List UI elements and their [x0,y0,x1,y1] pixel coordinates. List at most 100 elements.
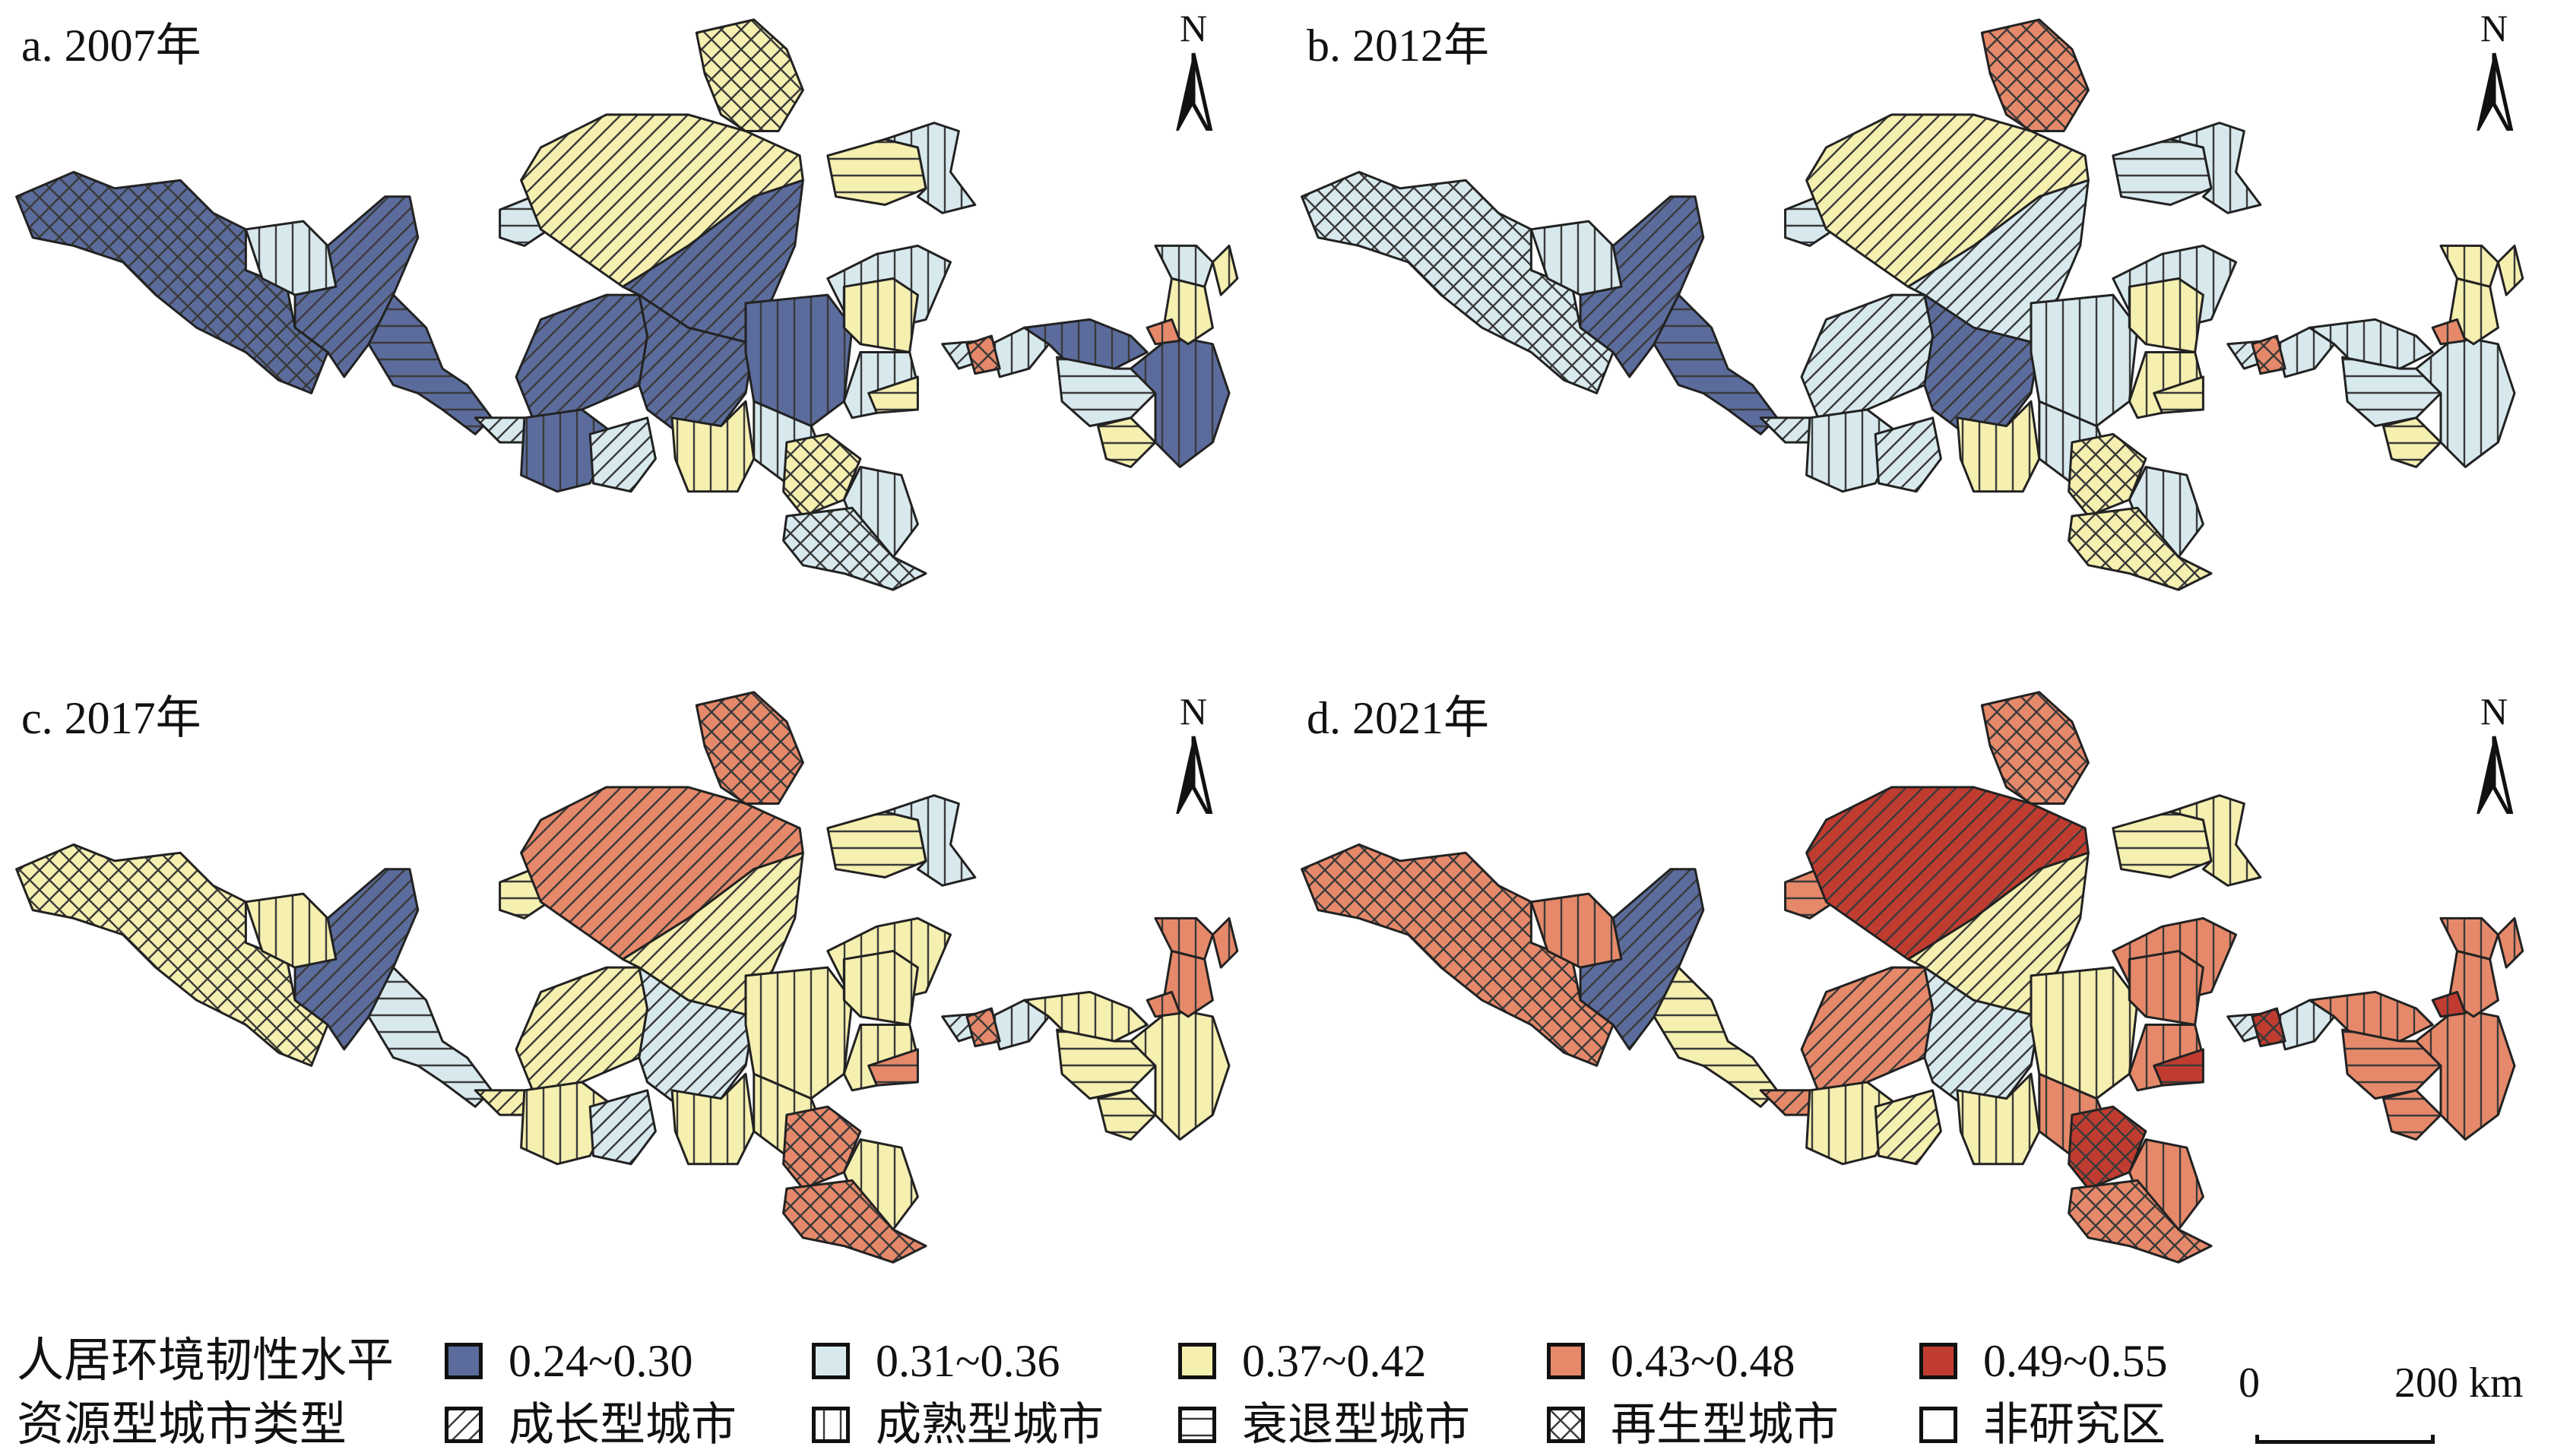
city-region [2275,999,2336,1051]
city-region [2431,318,2467,346]
legend-type-item: 衰退型城市 [1178,1398,1470,1451]
city-region [965,334,1001,375]
city-region [2431,990,2467,1018]
city-region [1980,18,2090,132]
city-region [867,1048,919,1087]
city-region [588,416,657,493]
legend-class-label: 0.43~0.48 [1611,1336,1795,1386]
city-region [515,293,649,419]
city-region [2153,1048,2204,1087]
city-region [1805,408,1901,493]
crosshatch-swatch [1547,1407,1585,1443]
city-region [520,408,616,493]
map-canvas [15,18,1239,591]
city-region [744,966,854,1100]
city-region [2382,1089,2442,1141]
city-region [1023,318,1149,370]
city-region [1146,990,1181,1018]
city-region [1097,1089,1157,1141]
map-canvas [1301,691,2524,1264]
legend-color-swatch [1178,1343,1216,1379]
legend-color-swatch [1547,1343,1585,1379]
city-region [2068,506,2213,591]
empty-swatch [1919,1407,1957,1443]
horizontal-hatch-swatch [1178,1407,1216,1443]
panel-title: d. 2021年 [1307,693,1489,743]
diagonal-hatch-swatch [445,1407,483,1443]
north-arrow-icon [1176,52,1213,131]
panel-title: c. 2017年 [21,693,201,743]
city-region [842,950,919,1026]
legend-class-label: 0.31~0.36 [876,1336,1060,1386]
legend-class-item: 0.49~0.55 [1919,1334,2167,1388]
legend-city-type-title: 资源型城市类型 [17,1399,347,1451]
city-region [515,966,649,1092]
legend-color-swatch [1919,1343,1957,1379]
legend-type-label: 成熟型城市 [876,1400,1104,1450]
scale-end-label: 200 km [2394,1359,2524,1407]
legend-type-item: 成长型城市 [445,1398,737,1451]
city-region [782,1179,927,1264]
city-region [782,506,927,591]
city-region [2030,966,2139,1100]
city-region [2439,244,2499,288]
legend-class-item: 0.37~0.42 [1178,1334,1426,1388]
legend: 人居环境韧性水平 资源型城市类型 0.24~0.30 0.31~0.36 0.3… [0,1322,2570,1456]
map-canvas [15,691,1239,1264]
north-arrow: N [2460,9,2528,131]
legend-class-label: 0.49~0.55 [1983,1336,2168,1386]
north-arrow: N [1159,692,1228,814]
city-region [842,277,919,353]
city-region [367,966,493,1108]
legend-color-swatch [445,1343,483,1379]
city-region [2153,375,2204,414]
city-region [1653,966,1779,1108]
city-region [867,375,919,414]
city-region [1579,868,1705,1051]
map-canvas [1301,18,2524,591]
north-label: N [2480,7,2508,49]
city-region [1097,416,1157,468]
city-region [695,691,804,805]
city-region [1579,195,1705,378]
city-region [1956,400,2041,493]
city-region [1211,916,1239,969]
city-region [1874,416,1942,493]
city-region [2341,356,2442,428]
city-region [695,18,804,132]
legend-class-label: 0.37~0.42 [1242,1336,1427,1386]
map-panel-b: b. 2012年 N [1285,0,2570,669]
city-region [1956,1072,2041,1166]
city-region [1154,916,1214,961]
north-arrow-icon [2477,52,2514,131]
map-panel-c: c. 2017年 N [0,673,1285,1341]
legend-color-swatch [812,1343,850,1379]
city-region [1154,244,1214,288]
city-region [826,138,927,206]
north-arrow: N [1159,9,1228,131]
city-region [2496,916,2524,969]
city-region [883,794,977,887]
city-region [2309,990,2434,1043]
city-region [2496,244,2524,296]
map-panel-d: d. 2021年 N [1285,673,2570,1341]
city-region [2275,326,2336,378]
city-region [2382,416,2442,468]
city-region [1211,244,1239,296]
scale-bar-line [2255,1435,2435,1444]
city-region [965,1007,1001,1048]
north-arrow: N [2460,692,2528,814]
city-region [1800,966,1935,1092]
city-region [1146,318,1181,346]
legend-type-label: 衰退型城市 [1242,1400,1470,1450]
city-region [2128,950,2204,1026]
city-region [2128,277,2204,353]
scale-bar: 0 200 km [2239,1360,2558,1451]
city-region [2112,138,2213,206]
north-label: N [2480,690,2508,733]
north-arrow-icon [2477,736,2514,814]
city-region [1056,1028,1157,1100]
city-region [2439,916,2499,961]
city-region [293,868,420,1051]
city-region [293,195,420,378]
